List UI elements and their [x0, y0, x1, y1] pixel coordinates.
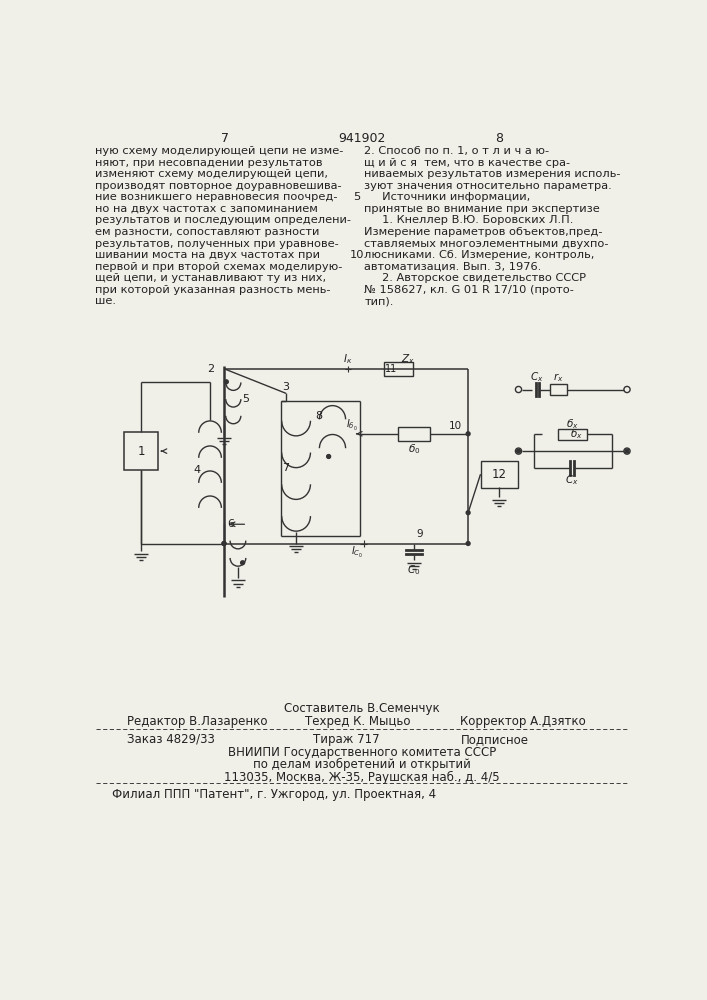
Text: принятые во внимание при экспертизе: принятые во внимание при экспертизе — [364, 204, 600, 214]
Bar — [397, 427, 430, 441]
Text: изменяют схему моделирующей цепи,: изменяют схему моделирующей цепи, — [95, 169, 327, 179]
Text: Тираж 717: Тираж 717 — [313, 733, 380, 746]
Text: ВНИИПИ Государственного комитета СССР: ВНИИПИ Государственного комитета СССР — [228, 746, 496, 759]
Text: по делам изобретений и открытий: по делам изобретений и открытий — [253, 758, 471, 771]
Text: $I_к$: $I_к$ — [344, 353, 353, 366]
Text: ние возникшего неравновесия поочред-: ние возникшего неравновесия поочред- — [95, 192, 337, 202]
Bar — [550, 384, 567, 395]
Text: 7: 7 — [281, 463, 288, 473]
Text: 11: 11 — [385, 364, 397, 374]
Circle shape — [517, 449, 520, 453]
Text: шивании моста на двух частотах при: шивании моста на двух частотах при — [95, 250, 320, 260]
Text: Техред К. Мыцьо: Техред К. Мыцьо — [305, 715, 411, 728]
Circle shape — [466, 511, 470, 515]
Circle shape — [222, 542, 226, 545]
Text: люсниками. Сб. Измерение, контроль,: люсниками. Сб. Измерение, контроль, — [364, 250, 595, 260]
Text: 6: 6 — [227, 519, 234, 529]
Text: при которой указанная разность мень-: при которой указанная разность мень- — [95, 285, 330, 295]
Text: $C_0$: $C_0$ — [407, 564, 421, 577]
Text: Составитель В.Семенчук: Составитель В.Семенчук — [284, 702, 440, 715]
Text: 2. Способ по п. 1, о т л и ч а ю-: 2. Способ по п. 1, о т л и ч а ю- — [364, 146, 549, 156]
Text: автоматизация. Вып. 3, 1976.: автоматизация. Вып. 3, 1976. — [364, 262, 542, 272]
Text: зуют значения относительно параметра.: зуют значения относительно параметра. — [364, 181, 612, 191]
Text: Корректор А.Дзятко: Корректор А.Дзятко — [460, 715, 586, 728]
Bar — [124, 432, 158, 470]
Text: 1. Кнеллер В.Ю. Боровских Л.П.: 1. Кнеллер В.Ю. Боровских Л.П. — [364, 215, 573, 225]
Text: 9: 9 — [416, 529, 423, 539]
Text: ниваемых результатов измерения исполь-: ниваемых результатов измерения исполь- — [364, 169, 621, 179]
Text: Измерение параметров объектов,пред-: Измерение параметров объектов,пред- — [364, 227, 603, 237]
Text: Заказ 4829/33: Заказ 4829/33 — [127, 733, 215, 746]
Text: производят повторное доуравновешива-: производят повторное доуравновешива- — [95, 181, 341, 191]
Text: $б_0$: $б_0$ — [408, 442, 420, 456]
Bar — [384, 362, 413, 376]
Text: $r_x$: $r_x$ — [554, 371, 564, 384]
Circle shape — [240, 561, 245, 565]
Text: 4: 4 — [193, 465, 201, 475]
Circle shape — [625, 449, 629, 453]
Text: $C_x$: $C_x$ — [565, 473, 579, 487]
Circle shape — [222, 542, 226, 545]
Text: тип).: тип). — [364, 296, 394, 306]
Text: Редактор В.Лазаренко: Редактор В.Лазаренко — [127, 715, 268, 728]
Circle shape — [327, 455, 331, 458]
Text: $I_{б_0}$: $I_{б_0}$ — [346, 418, 358, 433]
Circle shape — [466, 432, 470, 436]
Text: Филиал ППП "Патент", г. Ужгород, ул. Проектная, 4: Филиал ППП "Патент", г. Ужгород, ул. Про… — [112, 788, 436, 801]
Text: № 158627, кл. G 01 R 17/10 (прото-: № 158627, кл. G 01 R 17/10 (прото- — [364, 285, 574, 295]
Text: $б_x$: $б_x$ — [571, 427, 583, 441]
Text: 2. Авторское свидетельство СССР: 2. Авторское свидетельство СССР — [364, 273, 586, 283]
Text: результатов и последующим определени-: результатов и последующим определени- — [95, 215, 351, 225]
Text: 941902: 941902 — [338, 132, 385, 145]
Text: ше.: ше. — [95, 296, 115, 306]
Circle shape — [224, 380, 228, 384]
Text: 5: 5 — [243, 394, 249, 404]
Text: ставляемых многоэлементными двухпо-: ставляемых многоэлементными двухпо- — [364, 239, 609, 249]
Text: 1: 1 — [137, 445, 145, 458]
Text: 10: 10 — [449, 421, 462, 431]
Text: первой и при второй схемах моделирую-: первой и при второй схемах моделирую- — [95, 262, 342, 272]
Text: 12: 12 — [491, 468, 507, 481]
Text: 8: 8 — [495, 132, 503, 145]
Text: щей цепи, и устанавливают ту из них,: щей цепи, и устанавливают ту из них, — [95, 273, 326, 283]
Text: 113035, Москва, Ж-35, Раушская наб., д. 4/5: 113035, Москва, Ж-35, Раушская наб., д. … — [224, 771, 500, 784]
Text: но на двух частотах с запоминанием: но на двух частотах с запоминанием — [95, 204, 317, 214]
Text: 10: 10 — [349, 250, 364, 260]
Text: результатов, полученных при уравнове-: результатов, полученных при уравнове- — [95, 239, 339, 249]
Bar — [481, 461, 518, 488]
Text: щ и й с я  тем, что в качестве сра-: щ и й с я тем, что в качестве сра- — [364, 158, 571, 168]
Text: 5: 5 — [353, 192, 360, 202]
Bar — [558, 429, 588, 440]
Text: 7: 7 — [221, 132, 229, 145]
Text: 3: 3 — [283, 382, 289, 392]
Text: $Z_x$: $Z_x$ — [401, 352, 414, 366]
Text: ную схему моделирующей цепи не изме-: ную схему моделирующей цепи не изме- — [95, 146, 343, 156]
Text: 2: 2 — [208, 364, 215, 374]
Text: 8: 8 — [315, 411, 322, 421]
Text: $б_x$: $б_x$ — [566, 417, 579, 431]
Text: Подписное: Подписное — [460, 733, 528, 746]
Text: ем разности, сопоставляют разности: ем разности, сопоставляют разности — [95, 227, 319, 237]
Text: Источники информации,: Источники информации, — [364, 192, 530, 202]
Text: $C_x$: $C_x$ — [530, 370, 544, 384]
Circle shape — [466, 542, 470, 545]
Text: няют, при несовпадении результатов: няют, при несовпадении результатов — [95, 158, 322, 168]
Text: $I_{С_0}$: $I_{С_0}$ — [351, 545, 363, 560]
